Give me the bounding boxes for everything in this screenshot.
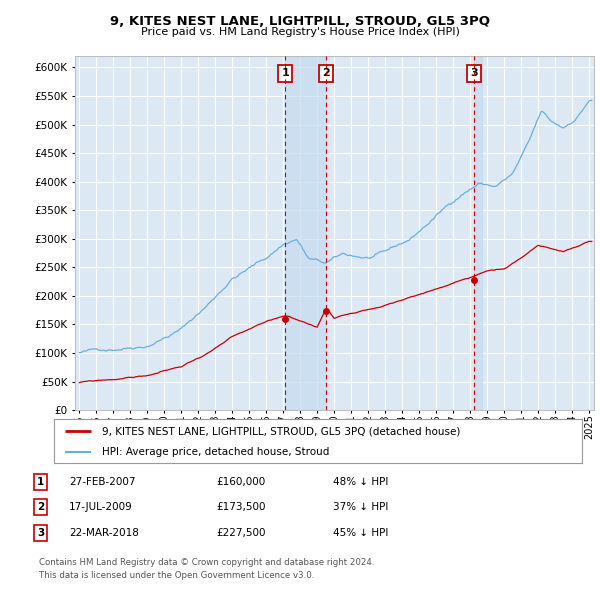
Text: £160,000: £160,000 [216,477,265,487]
Text: 27-FEB-2007: 27-FEB-2007 [69,477,136,487]
Text: 2: 2 [37,503,44,512]
Text: This data is licensed under the Open Government Licence v3.0.: This data is licensed under the Open Gov… [39,571,314,580]
Text: 9, KITES NEST LANE, LIGHTPILL, STROUD, GL5 3PQ: 9, KITES NEST LANE, LIGHTPILL, STROUD, G… [110,15,490,28]
Bar [474,56,482,410]
Text: 3: 3 [470,68,478,78]
Text: Contains HM Land Registry data © Crown copyright and database right 2024.: Contains HM Land Registry data © Crown c… [39,558,374,567]
Text: HPI: Average price, detached house, Stroud: HPI: Average price, detached house, Stro… [101,447,329,457]
Bar [285,56,326,410]
Text: 45% ↓ HPI: 45% ↓ HPI [333,528,388,537]
Text: £173,500: £173,500 [216,503,265,512]
Text: 17-JUL-2009: 17-JUL-2009 [69,503,133,512]
Text: 9, KITES NEST LANE, LIGHTPILL, STROUD, GL5 3PQ (detached house): 9, KITES NEST LANE, LIGHTPILL, STROUD, G… [101,427,460,436]
Text: 48% ↓ HPI: 48% ↓ HPI [333,477,388,487]
Text: 1: 1 [37,477,44,487]
Text: Price paid vs. HM Land Registry's House Price Index (HPI): Price paid vs. HM Land Registry's House … [140,27,460,37]
Text: 1: 1 [281,68,289,78]
Text: £227,500: £227,500 [216,528,265,537]
Text: 37% ↓ HPI: 37% ↓ HPI [333,503,388,512]
Text: 3: 3 [37,528,44,537]
Text: 22-MAR-2018: 22-MAR-2018 [69,528,139,537]
Text: 2: 2 [322,68,330,78]
